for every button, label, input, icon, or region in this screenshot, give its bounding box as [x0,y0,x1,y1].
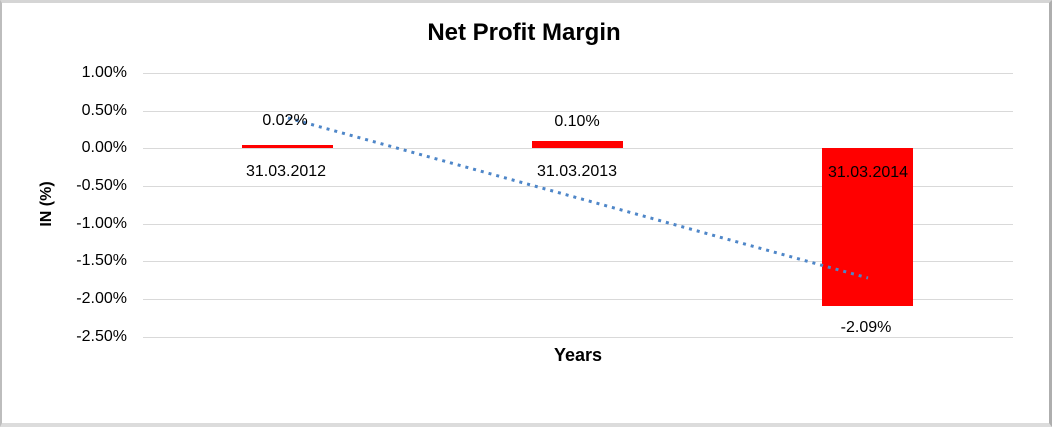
bar-2012 [242,145,333,148]
gridline [143,337,1013,338]
data-label-2012: 0.02% [262,112,308,129]
gridline [143,111,1013,112]
category-label-2014: 31.03.2014 [827,164,909,181]
y-tick-label: 1.00% [81,64,127,81]
data-label-2013: 0.10% [554,113,600,130]
y-tick-label: -2.00% [76,290,127,307]
y-axis-title: IN (%) [38,181,55,227]
category-label-2012: 31.03.2012 [245,163,327,180]
y-tick-label: -2.50% [76,328,127,345]
bar-2013 [532,141,623,148]
gridline [143,299,1013,300]
gridline [143,73,1013,74]
y-tick-label: 0.00% [81,139,127,156]
y-tick-label: -1.00% [76,215,127,232]
category-label-2013: 31.03.2013 [536,163,618,180]
data-label-2014: -2.09% [840,319,892,336]
y-tick-label: 0.50% [81,102,127,119]
x-axis-title: Years [553,345,603,365]
chart-title: Net Profit Margin [427,19,621,46]
y-tick-label: -1.50% [76,252,127,269]
y-tick-label: -0.50% [76,177,127,194]
